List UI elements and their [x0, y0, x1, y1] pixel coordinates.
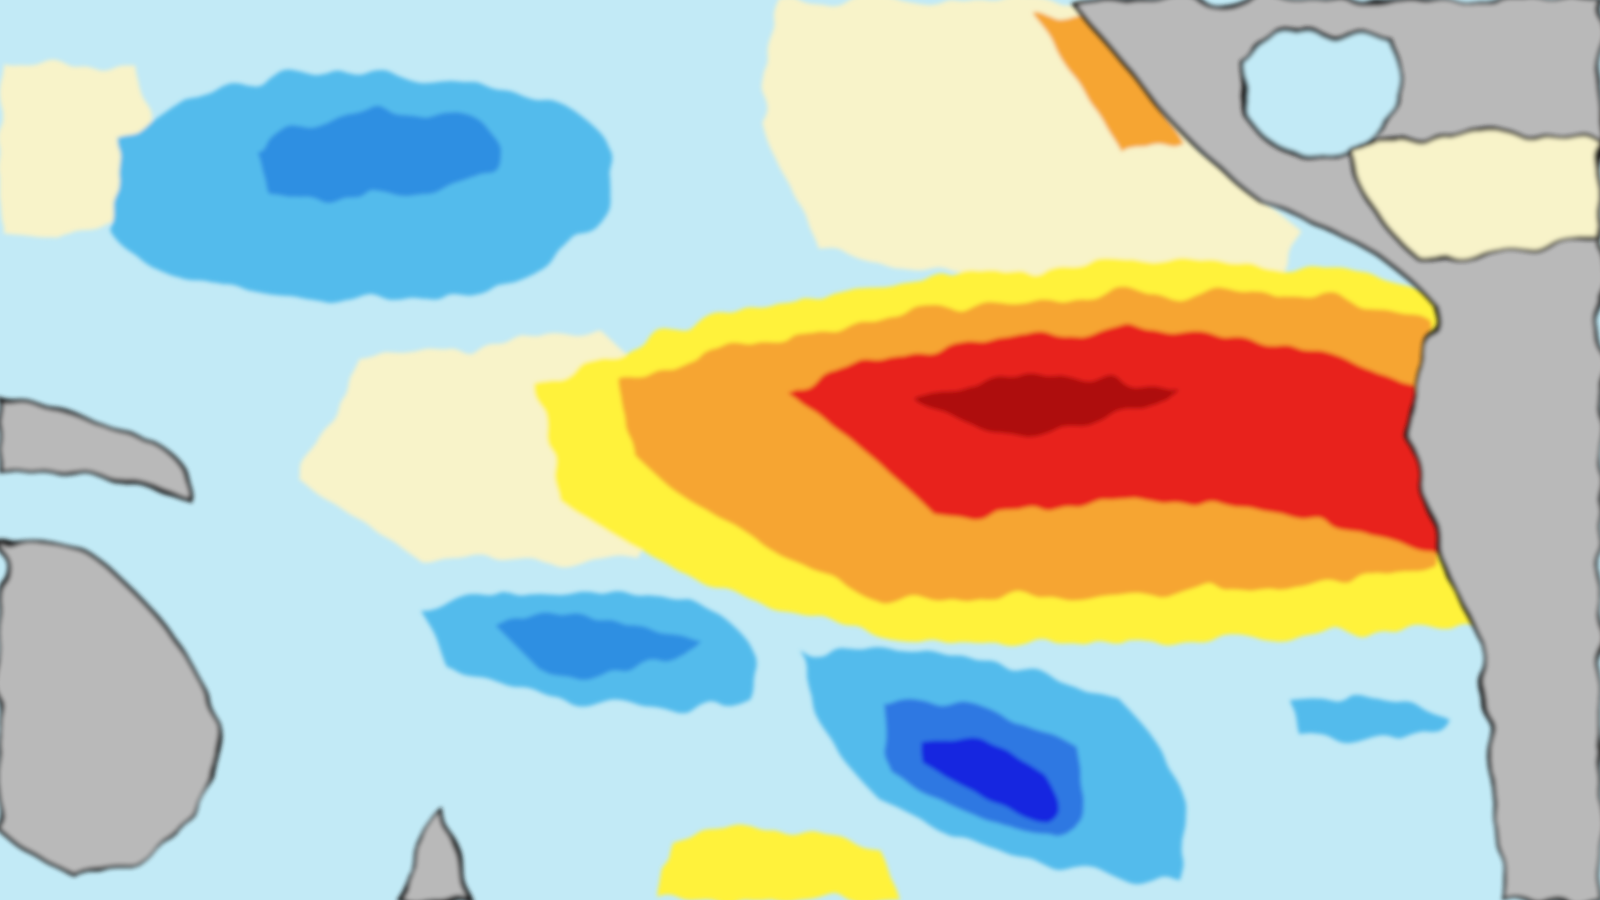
- caribbean-sea: [1347, 130, 1600, 263]
- new-guinea: [0, 397, 194, 503]
- new-zealand: [397, 805, 473, 900]
- seas: [1237, 31, 1600, 263]
- strong-cool-anomaly: [490, 617, 700, 672]
- neutral-warm-area: [760, 0, 1300, 300]
- warm-anomaly: [660, 827, 900, 900]
- strongest-warm-anomaly: [910, 381, 1180, 430]
- gulf-of-mexico: [1237, 31, 1402, 158]
- cool-anomaly: [1290, 697, 1450, 740]
- australia: [0, 538, 218, 883]
- warm-anomaly: [1040, 10, 1180, 150]
- strongest-cool-anomaly: [920, 738, 1063, 825]
- strong-cool-anomaly: [255, 111, 501, 198]
